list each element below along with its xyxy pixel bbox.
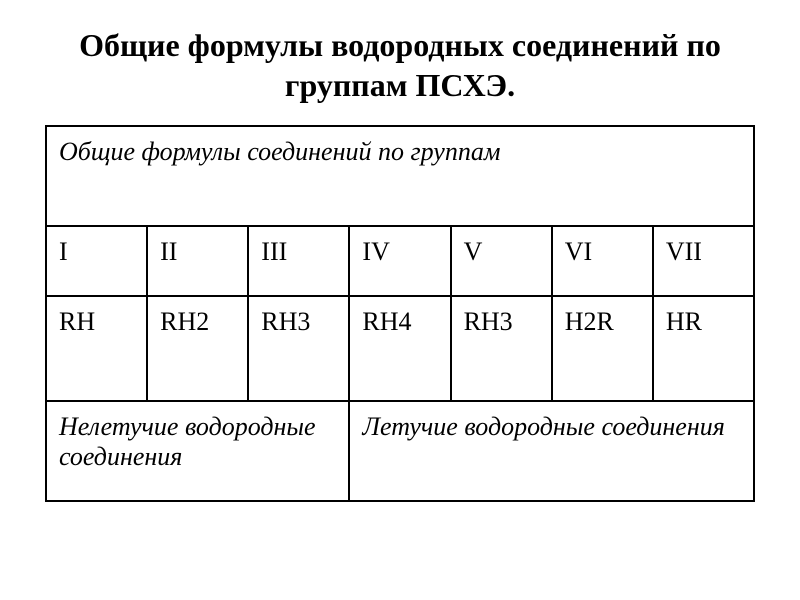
- formula-cell: RH3: [248, 296, 349, 401]
- table-header-row: Общие формулы соединений по группам: [46, 126, 754, 226]
- formula-cell: HR: [653, 296, 754, 401]
- page-title: Общие формулы водородных соединений по г…: [45, 25, 755, 105]
- group-cell: V: [451, 226, 552, 296]
- group-cell: IV: [349, 226, 450, 296]
- group-cell: VII: [653, 226, 754, 296]
- group-cell: II: [147, 226, 248, 296]
- formula-cell: RH: [46, 296, 147, 401]
- formula-cell: H2R: [552, 296, 653, 401]
- group-cell: III: [248, 226, 349, 296]
- formulas-row: RH RH2 RH3 RH4 RH3 H2R HR: [46, 296, 754, 401]
- formula-cell: RH2: [147, 296, 248, 401]
- groups-row: I II III IV V VI VII: [46, 226, 754, 296]
- group-cell: VI: [552, 226, 653, 296]
- volatile-cell: Летучие водородные соединения: [349, 401, 754, 501]
- table-header-cell: Общие формулы соединений по группам: [46, 126, 754, 226]
- formula-cell: RH3: [451, 296, 552, 401]
- nonvolatile-cell: Нелетучие водородные соединения: [46, 401, 349, 501]
- group-cell: I: [46, 226, 147, 296]
- formula-cell: RH4: [349, 296, 450, 401]
- formula-table: Общие формулы соединений по группам I II…: [45, 125, 755, 502]
- classification-row: Нелетучие водородные соединения Летучие …: [46, 401, 754, 501]
